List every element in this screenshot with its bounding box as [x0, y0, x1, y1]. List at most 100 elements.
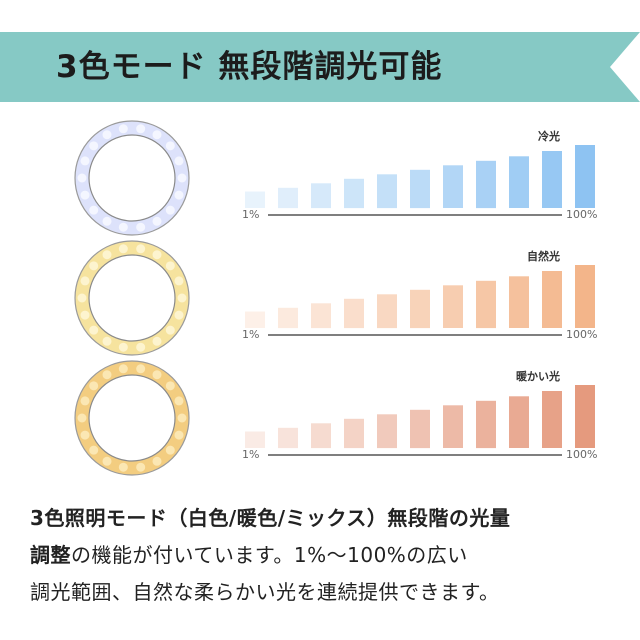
- led-dot: [177, 413, 187, 423]
- scale-end-label: 100%: [566, 208, 598, 221]
- led-dot: [102, 456, 112, 466]
- brightness-bar: [278, 187, 298, 209]
- description: 3色照明モード（白色/暖色/ミックス）無段階の光量 調整の機能が付いています。1…: [30, 500, 620, 611]
- scale-start-label: 1%: [242, 208, 260, 221]
- brightness-bar: [311, 423, 331, 449]
- led-dot: [118, 462, 128, 472]
- description-line-2-rest: の機能が付いています。1%～100%の広い: [71, 543, 468, 567]
- led-dot: [174, 190, 184, 200]
- mode-row-2: 自然光 1% 100%: [0, 238, 640, 358]
- scale-end-label: 100%: [566, 448, 598, 461]
- title-banner: 3色モード 無段階調光可能: [0, 32, 640, 102]
- led-dot: [118, 342, 128, 352]
- led-dot: [89, 445, 99, 455]
- brightness-bar: [443, 285, 463, 328]
- brightness-bars: [245, 265, 595, 336]
- led-dot: [152, 336, 162, 346]
- led-dot: [152, 216, 162, 226]
- mode-label: 冷光: [538, 130, 560, 143]
- brightness-bar: [575, 385, 595, 448]
- mode-label: 暖かい光: [516, 370, 560, 383]
- led-dot: [118, 244, 128, 254]
- mode-row-3: 暖かい光 1% 100%: [0, 358, 640, 478]
- led-dot: [102, 216, 112, 226]
- led-dot: [80, 396, 90, 406]
- led-dot: [80, 190, 90, 200]
- led-dot: [174, 156, 184, 166]
- led-dot: [136, 244, 146, 254]
- brightness-bar: [476, 400, 496, 449]
- brightness-bar: [575, 265, 595, 328]
- led-dot: [136, 342, 146, 352]
- brightness-bar: [377, 414, 397, 449]
- brightness-bar: [443, 165, 463, 208]
- brightness-bar: [410, 289, 430, 329]
- led-dot: [118, 222, 128, 232]
- mode-row-1: 冷光 1% 100%: [0, 118, 640, 238]
- brightness-bar: [278, 427, 298, 449]
- description-line-2-bold: 調整: [30, 543, 71, 567]
- led-dot: [136, 462, 146, 472]
- led-dot: [136, 222, 146, 232]
- led-dot: [89, 141, 99, 151]
- brightness-bar: [509, 276, 529, 328]
- led-dot: [80, 430, 90, 440]
- led-dot: [174, 276, 184, 286]
- scale-start-label: 1%: [242, 328, 260, 341]
- page-title: 3色モード 無段階調光可能: [56, 49, 443, 85]
- brightness-bar: [509, 396, 529, 448]
- brightness-scale: 冷光 1% 100%: [240, 118, 600, 238]
- brightness-scale: 自然光 1% 100%: [240, 238, 600, 358]
- ring-light-icon: [74, 120, 190, 236]
- brightness-bar: [311, 183, 331, 209]
- brightness-bar: [542, 151, 562, 208]
- led-dot: [174, 430, 184, 440]
- led-dot: [174, 310, 184, 320]
- led-dot: [89, 205, 99, 215]
- led-dot: [165, 381, 175, 391]
- led-dot: [165, 325, 175, 335]
- led-dot: [77, 293, 87, 303]
- led-dot: [80, 276, 90, 286]
- led-dot: [77, 173, 87, 183]
- brightness-bar: [377, 174, 397, 209]
- description-line-2: 調整の機能が付いています。1%～100%の広い: [30, 537, 620, 574]
- led-dot: [102, 336, 112, 346]
- brightness-bar: [476, 160, 496, 209]
- ring-light-icon: [74, 240, 190, 356]
- brightness-bar: [278, 307, 298, 329]
- led-dot: [165, 205, 175, 215]
- led-dot: [165, 445, 175, 455]
- led-dot: [174, 396, 184, 406]
- led-dot: [152, 250, 162, 260]
- brightness-scale: 暖かい光 1% 100%: [240, 358, 600, 478]
- led-dot: [102, 130, 112, 140]
- led-dot: [136, 364, 146, 374]
- brightness-bar: [344, 418, 364, 449]
- led-dot: [177, 173, 187, 183]
- mode-label: 自然光: [527, 250, 560, 263]
- led-dot: [177, 293, 187, 303]
- led-dot: [118, 364, 128, 374]
- brightness-bar: [245, 431, 265, 448]
- led-dot: [136, 124, 146, 134]
- led-dot: [89, 381, 99, 391]
- brightness-bar: [542, 271, 562, 328]
- led-dot: [80, 156, 90, 166]
- led-dot: [152, 456, 162, 466]
- brightness-bar: [344, 298, 364, 329]
- led-dot: [165, 261, 175, 271]
- led-dot: [118, 124, 128, 134]
- brightness-bar: [443, 405, 463, 448]
- led-dot: [102, 370, 112, 380]
- brightness-bars: [245, 145, 595, 216]
- brightness-bars: [245, 385, 595, 456]
- brightness-bar: [245, 191, 265, 208]
- brightness-bar: [377, 294, 397, 329]
- led-dot: [80, 310, 90, 320]
- led-dot: [152, 130, 162, 140]
- brightness-bar: [311, 303, 331, 329]
- ring-light-icon: [74, 360, 190, 476]
- banner-shape: [0, 32, 640, 102]
- description-line-1: 3色照明モード（白色/暖色/ミックス）無段階の光量: [30, 506, 511, 530]
